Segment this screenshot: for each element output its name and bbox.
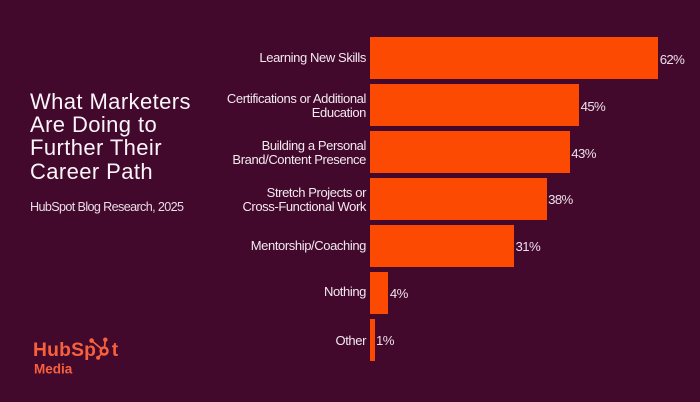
svg-text:t: t xyxy=(112,340,119,361)
svg-text:Media: Media xyxy=(34,361,73,376)
svg-text:HubSp: HubSp xyxy=(33,340,96,361)
